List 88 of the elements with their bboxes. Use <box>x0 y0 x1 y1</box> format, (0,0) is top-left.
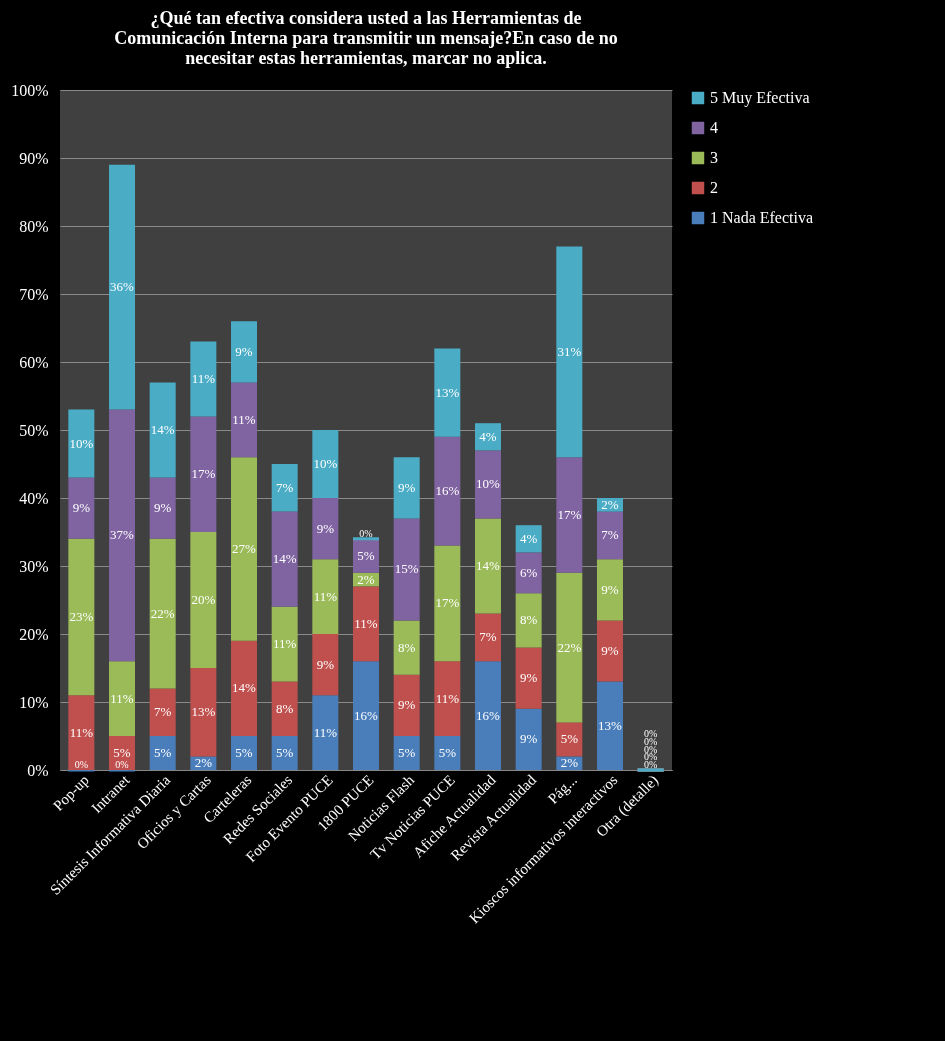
data-label: 6% <box>519 564 538 580</box>
chart-title: ¿Qué tan efectiva considera usted a las Herramientas de Comunicación Interna para transmitir un mensaje?En caso de no necesitar estas herramientas, marcar no aplica. <box>114 8 618 68</box>
data-label: 11% <box>272 636 297 652</box>
data-label: 9% <box>72 500 91 516</box>
data-label: 16% <box>476 707 501 723</box>
legend-label: 5 Muy Efectiva <box>710 89 810 107</box>
data-label: 14% <box>150 422 175 437</box>
data-label: 13% <box>435 384 460 400</box>
data-label: 9% <box>601 643 619 658</box>
legend-label: 1 Nada Efectiva <box>710 209 814 226</box>
data-label: 10% <box>313 456 338 471</box>
data-label: 15% <box>394 561 419 577</box>
data-label: 8% <box>276 700 294 716</box>
data-label: 11% <box>313 724 338 740</box>
data-label: 9% <box>154 500 172 516</box>
data-label: 2% <box>194 755 213 771</box>
data-label: 31% <box>557 343 582 359</box>
data-label: 0% <box>643 727 658 739</box>
data-label: 11% <box>313 588 338 604</box>
data-label: 7% <box>479 629 497 645</box>
data-label: 10% <box>69 435 94 451</box>
data-label: 5% <box>154 745 172 760</box>
data-label: 9% <box>316 520 335 536</box>
data-label: 27% <box>232 541 257 556</box>
y-tick-label: 100% <box>11 81 49 99</box>
data-label: 13% <box>191 704 216 720</box>
data-label: 11% <box>191 371 216 386</box>
data-label: 17% <box>191 466 216 482</box>
y-tick-label: 10% <box>19 693 49 711</box>
y-tick-label: 0% <box>27 761 49 779</box>
data-label: 11% <box>232 411 256 427</box>
data-label: 9% <box>601 581 619 597</box>
data-label: 7% <box>154 704 172 720</box>
data-label: 11% <box>110 690 134 706</box>
data-label: 5% <box>113 745 131 760</box>
y-tick-label: 30% <box>19 557 49 575</box>
data-label: 5% <box>397 745 416 760</box>
data-label: 4% <box>519 530 538 546</box>
data-label: 11% <box>69 724 94 740</box>
data-label: 22% <box>150 605 175 621</box>
data-label: 11% <box>435 690 460 706</box>
y-tick-label: 80% <box>19 217 49 235</box>
y-tick-label: 90% <box>19 149 49 167</box>
legend-label: 3 <box>710 149 718 166</box>
data-label: 10% <box>476 476 501 492</box>
data-label: 13% <box>598 717 623 733</box>
data-label: 23% <box>69 609 94 624</box>
y-tick-label: 50% <box>19 421 49 439</box>
data-label: 2% <box>601 496 619 512</box>
legend-label: 2 <box>710 179 718 196</box>
data-label: 17% <box>435 595 460 611</box>
data-label: 9% <box>397 697 416 713</box>
data-label: 9% <box>397 479 416 495</box>
data-label: 5% <box>235 745 253 760</box>
data-label: 9% <box>316 656 335 672</box>
data-label: 0% <box>359 528 373 540</box>
data-label: 9% <box>235 343 253 359</box>
y-tick-label: 70% <box>19 285 49 303</box>
data-label: 5% <box>276 745 294 760</box>
data-label: 14% <box>272 551 297 567</box>
y-tick-label: 60% <box>19 353 49 371</box>
data-label: 2% <box>357 571 375 587</box>
data-label: 0% <box>74 759 89 771</box>
data-label: 7% <box>276 479 294 495</box>
data-label: 5% <box>357 547 375 563</box>
data-label: 0% <box>115 759 129 771</box>
data-label: 2% <box>560 755 579 771</box>
y-tick-label: 40% <box>19 489 49 507</box>
data-label: 14% <box>476 558 501 573</box>
legend-label: 4 <box>710 119 718 136</box>
data-label: 5% <box>560 731 579 747</box>
data-label: 36% <box>110 279 135 295</box>
data-label: 8% <box>397 639 416 655</box>
data-label: 16% <box>354 707 379 723</box>
data-label: 37% <box>110 527 135 543</box>
data-label: 9% <box>519 731 538 747</box>
data-label: 14% <box>232 680 257 696</box>
data-label: 16% <box>435 483 460 499</box>
data-label: 22% <box>557 639 582 655</box>
data-label: 20% <box>191 592 216 607</box>
data-label: 5% <box>438 745 457 760</box>
data-label: 11% <box>354 615 378 631</box>
data-label: 7% <box>601 527 619 543</box>
data-label: 17% <box>557 507 582 522</box>
data-label: 4% <box>479 428 497 444</box>
y-tick-label: 20% <box>19 625 49 643</box>
data-label: 9% <box>519 670 538 686</box>
data-label: 8% <box>519 612 538 628</box>
